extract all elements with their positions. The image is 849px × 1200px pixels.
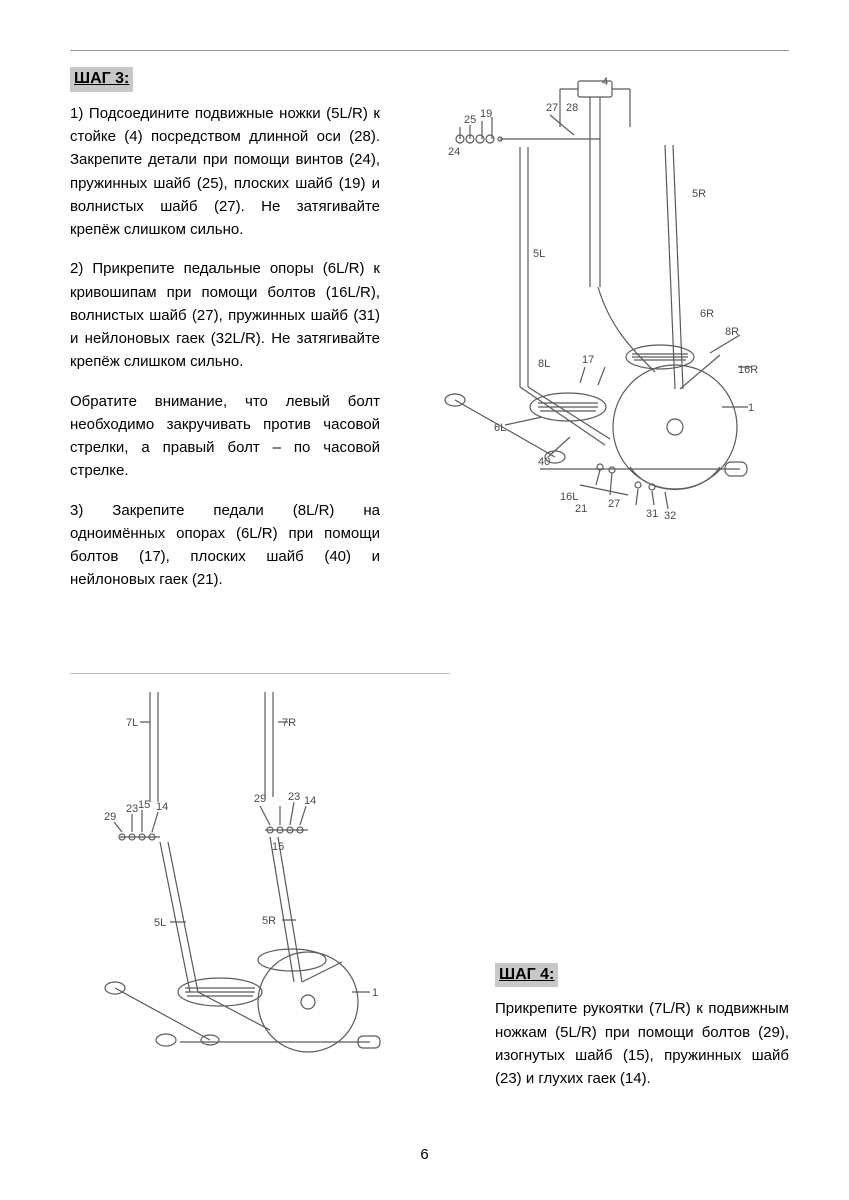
fig3-label-31: 31 [646, 508, 658, 520]
fig3-label-6L: 6L [494, 422, 506, 434]
fig4-label-29b: 29 [254, 793, 266, 805]
fig4-label-29a: 29 [104, 811, 116, 823]
fig4-label-5R: 5R [262, 915, 276, 927]
top-rule [70, 50, 789, 51]
fig4-label-23a: 23 [126, 803, 138, 815]
step4-text-column: ШАГ 4: Прикрепите рукоятки (7L/R) к подв… [450, 663, 789, 1107]
fig3-label-21: 21 [575, 503, 587, 515]
fig3-label-8L: 8L [538, 358, 550, 370]
page-number: 6 [0, 1143, 849, 1166]
fig3-label-5L: 5L [533, 248, 545, 260]
step3-para-1: 1) Подсоедините подвижные ножки (5L/R) к… [70, 102, 380, 242]
fig4-label-14a: 14 [156, 801, 168, 813]
step4-block: 7L 7R 29 29 23 23 15 15 14 14 5L 5R 1 ША… [70, 663, 789, 1107]
fig4-label-15a: 15 [138, 799, 150, 811]
fig4-label-7L: 7L [126, 717, 138, 729]
fig3-label-1: 1 [748, 402, 754, 414]
fig3-label-16L: 16L [560, 491, 578, 503]
step4-para: Прикрепите рукоятки (7L/R) к подвижным н… [495, 997, 789, 1090]
step3-text-column: ШАГ 3: 1) Подсоедините подвижные ножки (… [70, 67, 380, 608]
step4-figure-top-rule [70, 673, 450, 674]
step4-heading: ШАГ 4: [495, 963, 558, 988]
fig3-label-5R: 5R [692, 188, 706, 200]
step3-diagram: 4 27 28 24 25 19 5L 5R 6L 6R 8L 8R 17 40… [400, 67, 760, 527]
fig3-label-6R: 6R [700, 308, 714, 320]
fig4-label-14b: 14 [304, 795, 316, 807]
fig4-label-23b: 23 [288, 791, 300, 803]
step3-para-4: 3) Закрепите педали (8L/R) на одноимённы… [70, 499, 380, 592]
fig3-label-28: 28 [566, 102, 578, 114]
fig3-label-24: 24 [448, 146, 460, 158]
fig4-label-7R: 7R [282, 717, 296, 729]
fig3-label-16R: 16R [738, 364, 758, 376]
fig4-label-1: 1 [372, 987, 378, 999]
fig3-label-25: 25 [464, 114, 476, 126]
fig4-label-5L: 5L [154, 917, 166, 929]
step3-para-3: Обратите внимание, что левый болт необхо… [70, 390, 380, 483]
fig3-label-27: 27 [546, 102, 558, 114]
fig3-label-8R: 8R [725, 326, 739, 338]
fig4-label-15b: 15 [272, 841, 284, 853]
fig3-label-27b: 27 [608, 498, 620, 510]
step4-diagram: 7L 7R 29 29 23 23 15 15 14 14 5L 5R 1 [70, 682, 410, 1092]
step3-block: ШАГ 3: 1) Подсоедините подвижные ножки (… [70, 67, 789, 608]
step3-heading: ШАГ 3: [70, 67, 133, 92]
fig3-label-4: 4 [602, 76, 608, 88]
page: ШАГ 3: 1) Подсоедините подвижные ножки (… [0, 0, 849, 1200]
fig3-label-17: 17 [582, 354, 594, 366]
step3-figure-column: 4 27 28 24 25 19 5L 5R 6L 6R 8L 8R 17 40… [380, 67, 789, 527]
fig3-label-32: 32 [664, 510, 676, 522]
fig3-label-40: 40 [538, 456, 550, 468]
step4-figure-column: 7L 7R 29 29 23 23 15 15 14 14 5L 5R 1 [70, 663, 450, 1092]
step3-para-2: 2) Прикрепите педальные опоры (6L/R) к к… [70, 257, 380, 373]
fig3-label-19: 19 [480, 108, 492, 120]
